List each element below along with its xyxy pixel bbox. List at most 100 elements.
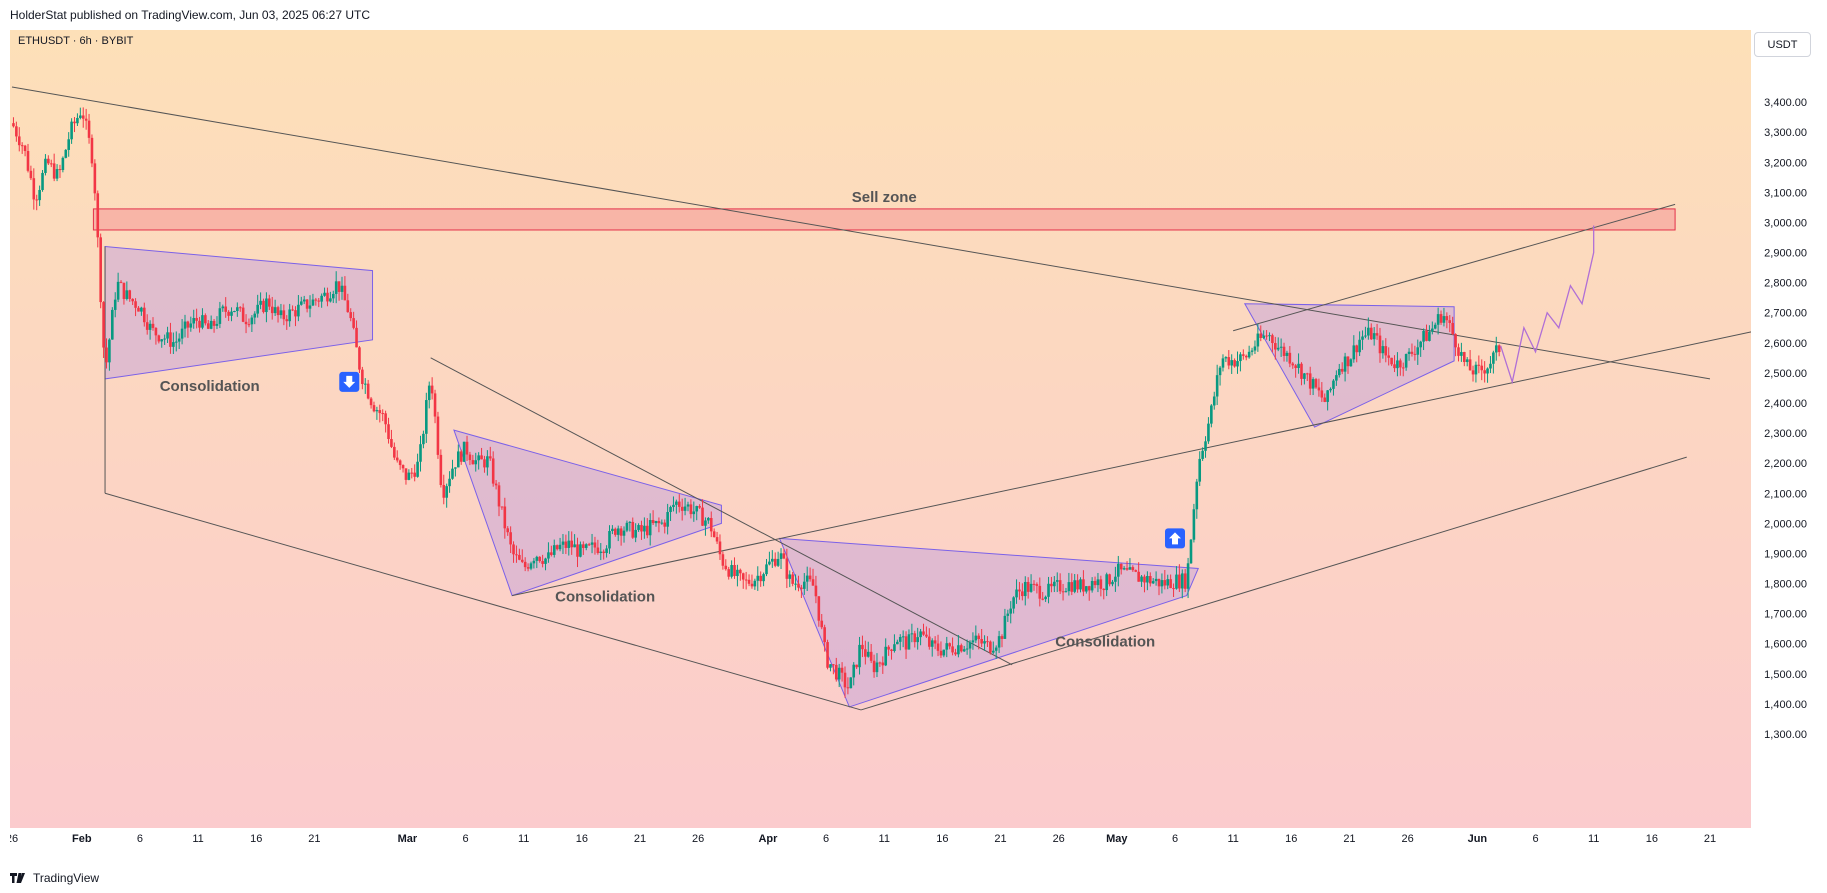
candle-body xyxy=(454,467,457,469)
candle-body xyxy=(212,320,216,326)
trend-line-3[interactable] xyxy=(104,492,862,711)
time-tick-label: 26 xyxy=(692,833,704,845)
tradingview-logo-icon xyxy=(10,873,25,883)
candle-body xyxy=(268,298,271,307)
candle-body xyxy=(140,307,143,312)
trend-line-7[interactable] xyxy=(1233,203,1676,332)
candle-body xyxy=(1384,346,1388,356)
candle-body xyxy=(1262,335,1265,338)
candle-body xyxy=(445,486,448,498)
candle-body xyxy=(44,158,47,173)
candle-body xyxy=(986,641,989,643)
candle-body xyxy=(1390,357,1393,365)
candle-body xyxy=(864,649,867,657)
candle-body xyxy=(515,554,518,556)
candle-body xyxy=(331,293,335,299)
candle-body xyxy=(70,121,73,140)
time-tick-label: May xyxy=(1106,833,1128,845)
candle-body xyxy=(1431,328,1434,332)
time-tick-label: Mar xyxy=(398,833,418,845)
price-chart[interactable]: Sell zone Consolidation Consolidation Cons… xyxy=(6,30,1825,860)
candle-body xyxy=(1023,581,1027,597)
candle-body xyxy=(1259,333,1263,338)
projection-path[interactable] xyxy=(1500,225,1595,385)
candle-body xyxy=(358,347,361,370)
candle-body xyxy=(1169,579,1172,589)
candle-body xyxy=(1224,357,1228,359)
candle-body xyxy=(1117,563,1120,577)
signal-up-arrow-icon[interactable] xyxy=(1165,528,1185,549)
candle-body xyxy=(29,170,33,179)
candle-body xyxy=(369,398,373,406)
candle-body xyxy=(855,664,858,668)
chart-area[interactable]: Sell zone Consolidation Consolidation Cons… xyxy=(6,30,1825,860)
signal-down-arrow-icon[interactable] xyxy=(339,371,360,392)
candle-body xyxy=(1221,358,1225,368)
candle-body xyxy=(1471,370,1475,375)
candle-body xyxy=(1308,373,1312,389)
candle-body xyxy=(1364,335,1367,337)
candle-body xyxy=(1175,574,1178,589)
candle-body xyxy=(119,281,123,283)
price-tick-label: 2,800.00 xyxy=(1764,278,1807,290)
price-tick-label: 2,300.00 xyxy=(1764,428,1807,440)
time-tick-label: 6 xyxy=(1172,833,1178,845)
candle-body xyxy=(503,506,507,529)
candle-body xyxy=(494,483,498,486)
currency-badge[interactable]: USDT xyxy=(1754,32,1811,57)
candle-body xyxy=(1073,580,1076,592)
candle-body xyxy=(1433,324,1437,329)
candle-body xyxy=(584,544,588,548)
consolidation-pattern-3[interactable] xyxy=(778,537,1199,708)
candle-body xyxy=(416,461,419,477)
trend-line-4[interactable] xyxy=(860,456,1687,711)
consolidation-label-2: Consolidation xyxy=(555,589,655,606)
candle-body xyxy=(308,305,312,309)
candle-body xyxy=(718,541,722,555)
candle-body xyxy=(1061,591,1065,593)
candle-body xyxy=(1009,608,1013,614)
candle-body xyxy=(651,520,655,524)
price-axis[interactable] xyxy=(1751,30,1825,860)
symbol-label[interactable]: ETHUSDT · 6h · BYBIT xyxy=(18,35,134,47)
candle-body xyxy=(663,522,667,527)
tradingview-brand: TradingView xyxy=(33,871,100,885)
candle-body xyxy=(230,311,233,316)
candle-body xyxy=(265,298,268,313)
candle-body xyxy=(736,569,739,577)
consolidation-pattern-2[interactable] xyxy=(453,429,722,597)
candle-body xyxy=(1122,568,1126,570)
candle-body xyxy=(1026,581,1030,592)
candle-body xyxy=(1015,589,1018,598)
sell-zone-box[interactable] xyxy=(92,208,1676,231)
consolidation-pattern-4[interactable] xyxy=(1243,303,1455,428)
candle-body xyxy=(608,531,611,549)
time-tick-label: 11 xyxy=(1588,833,1599,845)
candle-body xyxy=(1143,576,1146,583)
candle-body xyxy=(808,575,812,580)
candle-body xyxy=(509,532,512,545)
candle-body xyxy=(87,120,91,138)
candle-body xyxy=(294,310,297,317)
candle-body xyxy=(930,640,934,647)
candle-body xyxy=(634,529,637,538)
footer: TradingView xyxy=(10,868,99,888)
candle-body xyxy=(1125,568,1129,570)
candle-body xyxy=(419,444,422,462)
time-tick-label: 26 xyxy=(1401,833,1413,845)
candle-body xyxy=(622,530,626,536)
time-axis[interactable] xyxy=(10,828,1751,860)
candle-body xyxy=(1401,367,1405,369)
candle-body xyxy=(236,307,239,312)
candle-body xyxy=(977,635,981,639)
candle-body xyxy=(90,137,94,164)
candle-body xyxy=(259,300,262,305)
trend-line-2[interactable] xyxy=(430,357,1013,666)
price-tick-label: 2,400.00 xyxy=(1764,398,1807,410)
candle-body xyxy=(1393,364,1396,369)
candle-body xyxy=(1282,346,1286,356)
candle-body xyxy=(922,631,925,635)
candle-body xyxy=(1160,580,1164,587)
candle-body xyxy=(840,667,844,673)
candle-body xyxy=(1198,458,1202,482)
